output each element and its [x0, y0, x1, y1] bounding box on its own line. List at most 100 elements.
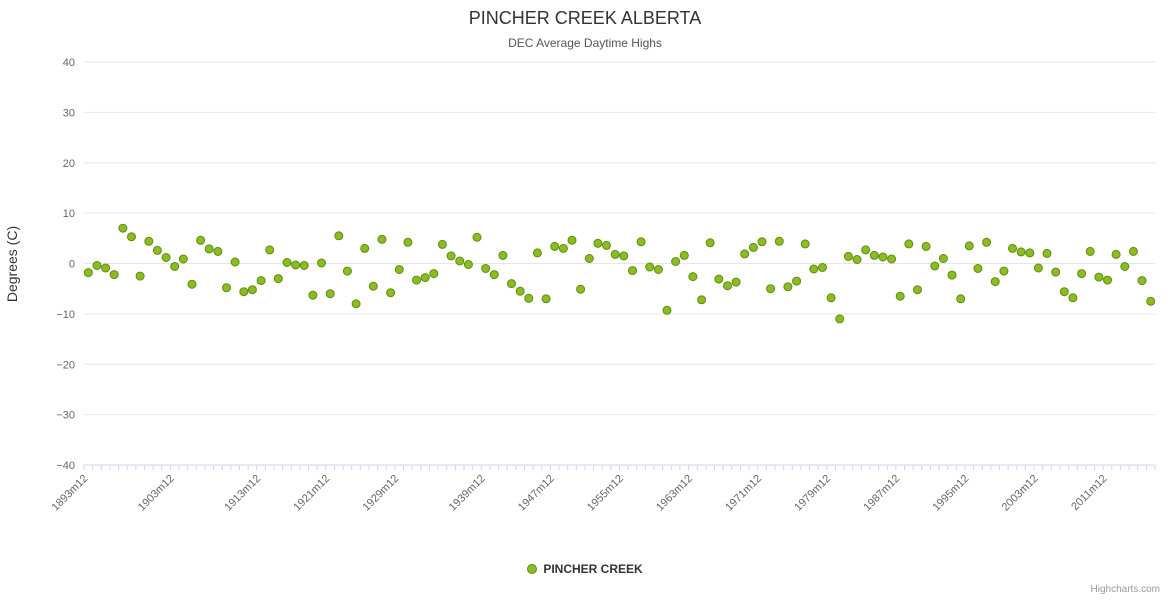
data-point[interactable] [610, 249, 620, 259]
data-point[interactable] [386, 288, 396, 298]
data-point[interactable] [187, 279, 197, 289]
data-point[interactable] [731, 277, 741, 287]
data-point[interactable] [990, 277, 1000, 287]
data-point[interactable] [895, 291, 905, 301]
data-point[interactable] [973, 264, 983, 273]
data-point[interactable] [818, 263, 827, 272]
data-point[interactable] [161, 253, 171, 262]
data-point[interactable] [342, 266, 352, 276]
data-point[interactable] [688, 272, 698, 282]
data-point[interactable] [800, 239, 810, 249]
data-point[interactable] [748, 242, 758, 252]
data-point[interactable] [273, 274, 283, 284]
data-point[interactable] [83, 268, 93, 278]
data-point[interactable] [196, 235, 206, 245]
data-point[interactable] [170, 262, 180, 271]
data-point[interactable] [887, 254, 897, 264]
data-point[interactable] [956, 294, 966, 304]
data-point[interactable] [774, 236, 784, 246]
data-point[interactable] [1033, 263, 1043, 273]
data-point[interactable] [1103, 275, 1112, 285]
data-point[interactable] [1068, 293, 1078, 303]
data-point[interactable] [282, 258, 292, 267]
data-point[interactable] [723, 281, 732, 291]
data-point[interactable] [809, 264, 819, 274]
data-point[interactable] [498, 250, 508, 260]
data-point[interactable] [843, 251, 853, 261]
data-point[interactable] [964, 241, 974, 251]
data-point[interactable] [489, 270, 499, 280]
data-point[interactable] [403, 237, 413, 247]
data-point[interactable] [705, 238, 715, 248]
data-point[interactable] [222, 283, 231, 293]
data-point[interactable] [481, 264, 491, 273]
data-point[interactable] [783, 282, 793, 292]
data-point[interactable] [869, 250, 879, 260]
data-point[interactable] [541, 294, 551, 304]
data-point[interactable] [861, 245, 871, 255]
data-point[interactable] [1085, 246, 1095, 256]
data-point[interactable] [299, 261, 309, 270]
data-point[interactable] [532, 248, 542, 258]
data-point[interactable] [291, 260, 301, 270]
data-point[interactable] [826, 293, 836, 303]
data-point[interactable] [152, 245, 162, 255]
data-point[interactable] [679, 250, 689, 260]
data-point[interactable] [204, 244, 214, 254]
data-point[interactable] [576, 284, 586, 294]
data-point[interactable] [921, 241, 931, 251]
data-point[interactable] [1059, 287, 1069, 297]
data-point[interactable] [878, 252, 888, 262]
data-point[interactable] [835, 314, 845, 324]
data-point[interactable] [999, 266, 1009, 276]
data-point[interactable] [550, 241, 560, 251]
data-point[interactable] [118, 223, 128, 233]
data-point[interactable] [420, 273, 430, 283]
data-point[interactable] [239, 287, 249, 297]
data-point[interactable] [662, 305, 672, 315]
data-point[interactable] [628, 266, 637, 276]
data-point[interactable] [127, 232, 136, 242]
data-point[interactable] [463, 260, 473, 269]
data-point[interactable] [144, 236, 154, 246]
data-point[interactable] [472, 232, 482, 242]
data-point[interactable] [394, 265, 404, 274]
data-point[interactable] [515, 286, 525, 296]
data-point[interactable] [913, 285, 922, 295]
data-point[interactable] [92, 261, 102, 270]
data-point[interactable] [446, 251, 456, 261]
data-point[interactable] [1016, 247, 1026, 257]
data-point[interactable] [714, 274, 724, 284]
data-point[interactable] [455, 256, 465, 266]
data-point[interactable] [645, 262, 655, 272]
data-point[interactable] [308, 290, 318, 300]
data-point[interactable] [593, 238, 603, 248]
data-point[interactable] [1137, 276, 1147, 286]
data-point[interactable] [377, 234, 387, 244]
data-point[interactable] [317, 258, 326, 268]
data-point[interactable] [671, 257, 681, 266]
data-point[interactable] [1042, 248, 1052, 258]
data-point[interactable] [653, 265, 663, 274]
data-point[interactable] [1120, 262, 1130, 271]
data-point[interactable] [558, 243, 568, 253]
data-point[interactable] [135, 271, 145, 281]
data-point[interactable] [1025, 248, 1035, 258]
data-point[interactable] [1051, 267, 1061, 277]
legend-item-pincher-creek[interactable]: PINCHER CREEK [527, 562, 643, 576]
data-point[interactable] [930, 261, 940, 271]
data-point[interactable] [982, 237, 992, 247]
data-point[interactable] [757, 237, 767, 247]
data-point[interactable] [325, 289, 335, 299]
data-point[interactable] [766, 284, 776, 294]
data-point[interactable] [947, 270, 957, 280]
data-point[interactable] [904, 239, 914, 249]
data-point[interactable] [265, 245, 275, 255]
data-point[interactable] [1146, 296, 1156, 306]
data-point[interactable] [697, 295, 707, 305]
data-point[interactable] [584, 254, 594, 263]
data-point[interactable] [507, 279, 516, 289]
data-point[interactable] [1128, 246, 1138, 256]
data-point[interactable] [1094, 272, 1104, 282]
data-point[interactable] [213, 246, 223, 256]
